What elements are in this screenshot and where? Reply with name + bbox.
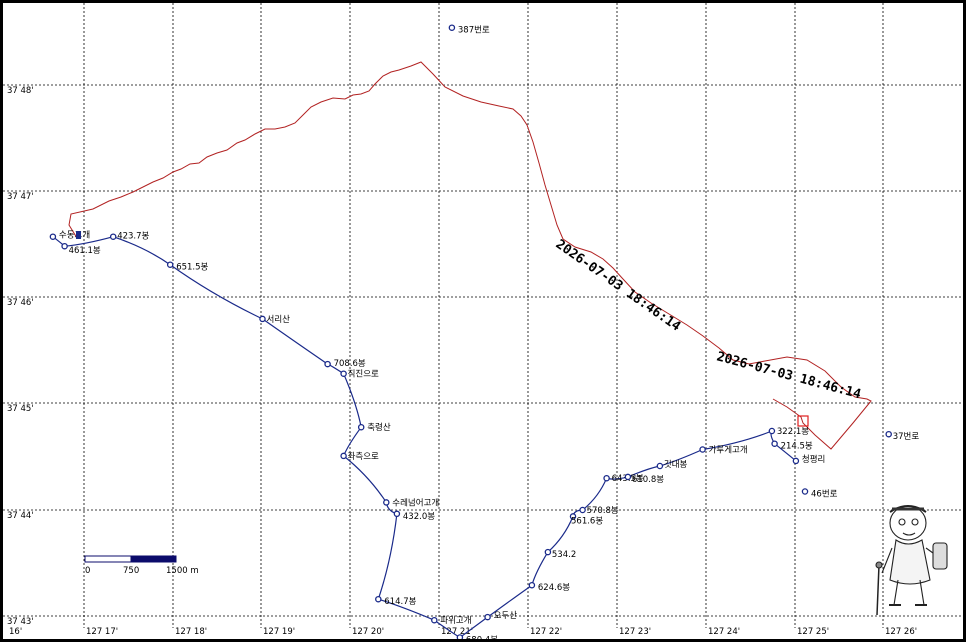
waypoint-label: 624.6봉 — [538, 583, 570, 593]
waypoint-marker[interactable] — [801, 488, 809, 495]
waypoint-label: 수레넘어고개 — [392, 497, 439, 508]
lat-tick-label: 37 48' — [7, 86, 34, 96]
road-track — [68, 61, 872, 450]
waypoint-label: 387번로 — [458, 26, 490, 36]
waypoint-label: 432.0봉 — [403, 512, 435, 522]
waypoint-marker[interactable] — [357, 423, 365, 431]
waypoint-label: 423.7봉 — [117, 232, 149, 242]
lat-tick-label: 37 43' — [7, 617, 34, 627]
waypoint-marker[interactable] — [624, 473, 632, 481]
waypoint-label: 깃대봉 — [664, 459, 688, 470]
lon-tick-label: 127 18' — [175, 627, 207, 637]
waypoint-marker[interactable] — [603, 474, 610, 482]
lon-tick-label: 127 25' — [797, 627, 829, 637]
scale-bar: 0 750 1500 m — [84, 555, 199, 576]
waypoint-marker[interactable] — [375, 595, 382, 603]
lon-tick-label: 127 21' — [441, 627, 473, 637]
waypoint-label: 오두산 — [494, 610, 518, 621]
lat-tick-label: 37 47' — [7, 192, 34, 202]
waypoint-label: 461.1봉 — [69, 246, 101, 256]
waypoint-marker[interactable] — [528, 581, 536, 589]
waypoint-marker[interactable] — [324, 360, 331, 368]
waypoint-label: 축령산 — [367, 422, 391, 433]
waypoint-label: 46번로 — [811, 490, 838, 500]
lon-tick-label: 127 22' — [530, 627, 562, 637]
waypoint-label: 214.5봉 — [781, 442, 813, 452]
waypoint-marker[interactable] — [448, 24, 456, 31]
waypoint-marker[interactable] — [885, 430, 892, 438]
lon-tick-label: 127 26' — [885, 627, 917, 637]
lon-tick-label: 127 17' — [86, 627, 118, 637]
waypoint-marker[interactable] — [792, 457, 800, 465]
lon-tick-label: 16' — [9, 627, 22, 637]
waypoint-label: 파위고개 — [440, 615, 471, 626]
waypoint-marker[interactable] — [49, 233, 57, 240]
ticks: 16' 127 17' 127 18' 127 19' 127 20' 127 21' 12… — [7, 86, 917, 637]
waypoint-label: 680.4봉 — [466, 636, 498, 640]
scale-label: 1500 m — [166, 566, 199, 576]
waypoint-label: 직진으로 — [348, 369, 379, 380]
waypoint-label: 322.1봉 — [777, 427, 809, 437]
lon-tick-label: 127 20' — [352, 627, 384, 637]
waypoint-marker[interactable] — [431, 616, 438, 624]
waypoint-marker[interactable] — [456, 634, 464, 639]
lon-tick-label: 127 24' — [708, 627, 740, 637]
waypoint-label: 534.2 — [552, 550, 576, 560]
waypoint-marker[interactable] — [166, 261, 174, 268]
waypoint-marker[interactable] — [109, 233, 117, 240]
waypoint-marker[interactable] — [771, 440, 778, 447]
map-svg[interactable]: 16' 127 17' 127 18' 127 19' 127 20' 127 21' 12… — [3, 3, 963, 639]
waypoint-label: 610.8봉 — [632, 475, 664, 485]
scale-label: 0 — [85, 566, 90, 576]
waypoint-marker[interactable] — [569, 513, 577, 520]
waypoint-label: 570.8봉 — [587, 506, 619, 516]
waypoint-label: 청평리 — [802, 454, 825, 465]
waypoint-marker[interactable] — [656, 462, 664, 470]
waypoint-marker[interactable] — [340, 452, 347, 460]
waypoint-marker[interactable] — [259, 315, 266, 323]
lat-tick-label: 37 45' — [7, 404, 34, 414]
lon-tick-label: 127 23' — [619, 627, 651, 637]
waypoint-marker[interactable] — [768, 427, 776, 435]
timestamp-label: 2026-07-03 18:46:14 — [553, 237, 684, 335]
waypoint-marker[interactable] — [340, 370, 347, 377]
waypoint-label: 614.7봉 — [384, 597, 416, 607]
waypoint-label: 가루게고개 — [709, 445, 748, 456]
start-flag-icon — [76, 231, 81, 239]
waypoint-marker[interactable] — [393, 510, 401, 518]
lon-tick-label: 127 19' — [263, 627, 295, 637]
hiker-cartoon-icon — [875, 505, 948, 616]
waypoint-marker[interactable] — [61, 242, 68, 250]
waypoint-label: 708.6봉 — [334, 359, 366, 369]
waypoint-marker[interactable] — [579, 506, 586, 514]
waypoint-label: 561.6봉 — [571, 516, 603, 526]
map-canvas[interactable]: 16' 127 17' 127 18' 127 19' 127 20' 127 21' 12… — [3, 3, 963, 639]
waypoint-label: 좌측으로 — [348, 452, 379, 462]
waypoint-marker[interactable] — [484, 613, 491, 621]
waypoint-marker[interactable] — [699, 446, 706, 453]
waypoint-label: 서리산 — [267, 314, 291, 325]
waypoint-marker[interactable] — [544, 548, 552, 556]
lat-tick-label: 37 44' — [7, 511, 34, 521]
grid — [3, 3, 963, 628]
scale-label: 750 — [123, 566, 139, 576]
lat-tick-label: 37 46' — [7, 298, 34, 308]
waypoint-label: 수동고개 — [59, 230, 90, 241]
end-marker-icon — [797, 415, 809, 427]
waypoint-label: 651.5봉 — [176, 263, 208, 273]
waypoint-marker[interactable] — [383, 499, 390, 506]
waypoint-label: 37번로 — [893, 432, 920, 442]
